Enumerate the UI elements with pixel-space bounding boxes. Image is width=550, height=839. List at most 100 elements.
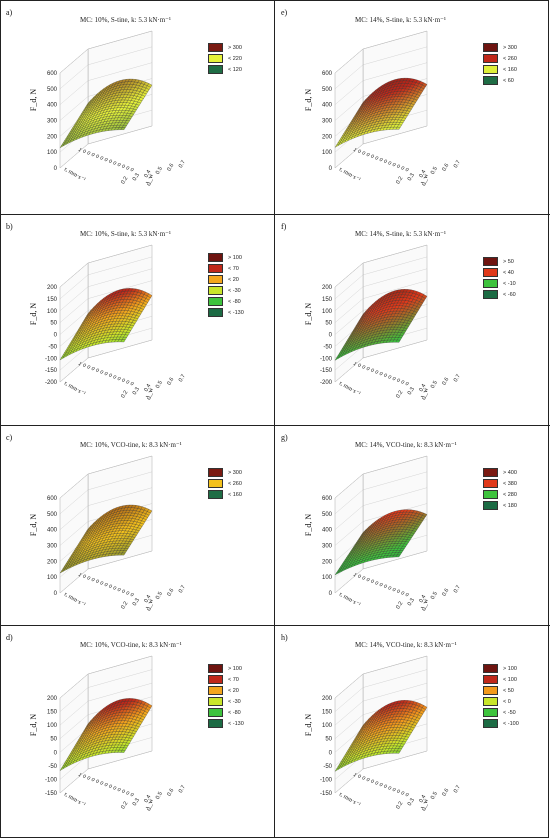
z-gridline [59,346,89,371]
y-axis-label: r, mm·s⁻¹ [63,381,86,398]
legend-label: < 20 [228,687,239,694]
z-gridline [362,244,428,264]
z-gridline [334,286,364,311]
legend-entry: < -100 [483,718,519,729]
z-gridline [59,64,89,89]
z-tick-label: 500 [322,512,333,518]
x-axis-label: d_w [144,386,155,401]
z-tick-label: 50 [325,737,332,743]
y-tick-label: 0 [395,378,401,385]
y-tick-label: 0 [399,165,405,172]
chart-title: MC: 14%, S-tine, k: 5.3 kN·m⁻¹ [355,16,446,24]
y-axis-label: r, mm·s⁻¹ [338,381,361,398]
y-tick-label: 0 [124,165,130,172]
z-gridline [87,471,153,490]
legend-swatch [483,479,498,488]
y-tick-label: 0 [365,366,371,373]
z-gridline [59,143,89,169]
z-gridline [87,682,153,702]
y-tick-label: 0 [378,157,384,164]
legend-entry: < 260 [208,478,242,489]
y-tick-label: 0 [365,777,371,784]
x-tick-label: 0.3 [132,797,141,807]
z-axis-label: F_d, N [304,303,313,325]
y-tick-label: 0 [360,775,366,782]
chart-panel-d: d) MC: 10%, VCO-tine, k: 8.3 kN·m⁻¹ -150 -1… [0,625,274,837]
z-tick-label: 100 [322,309,333,315]
legend-swatch [483,719,498,728]
y-tick-label: 0 [373,369,379,376]
z-axis-label: F_d, N [304,514,313,536]
y-tick-label: 0 [120,789,126,796]
legend-swatch [208,675,223,684]
y-tick-label: 0 [107,373,113,380]
x-tick-label: 0.6 [441,163,450,173]
y-tick-label: 1 [352,361,358,368]
z-gridline [59,673,89,699]
legend-swatch [208,719,223,728]
x-tick-label: 0.6 [441,377,450,387]
y-tick-label: 0 [404,167,410,174]
legend-label: < 100 [503,676,517,683]
panel-label: b) [6,222,13,231]
y-tick-label: 0 [404,381,410,388]
y-tick-label: 0 [81,574,87,581]
legend-swatch [208,479,223,488]
legend-label: < 40 [503,269,514,276]
legend-label: < 120 [228,66,242,73]
z-tick-label: 300 [322,544,333,550]
z-tick-label: -100 [320,777,333,783]
z-gridline [87,550,153,570]
z-gridline [59,768,89,794]
y-tick-label: 0 [98,369,104,376]
legend-entry: < 70 [208,674,244,685]
x-tick-label: 0.2 [395,601,404,611]
x-tick-label: 0.6 [166,788,175,798]
x-tick-label: 0.6 [441,788,450,798]
surface-mesh [59,504,153,574]
legend-label: < 160 [503,66,517,73]
y-tick-label: 0 [111,585,117,592]
legend-entry: < -130 [208,307,244,318]
legend-label: < -30 [228,287,241,294]
z-tick-label: 100 [47,723,58,729]
y-tick-label: 0 [378,582,384,589]
z-tick-label: 0 [329,333,333,339]
chart-panel-e: e) MC: 14%, S-tine, k: 5.3 kN·m⁻¹ 0 100 200 3… [275,0,549,214]
z-gridline [334,768,364,794]
panel-label: e) [281,8,288,17]
y-tick-label: 0 [129,381,135,388]
z-tick-label: 600 [47,71,58,77]
surface-mesh [59,288,153,361]
y-tick-label: 0 [386,374,392,381]
legend-label: < 260 [228,480,242,487]
legend-label: < 60 [503,77,514,84]
z-tick-label: -50 [323,344,332,350]
z-gridline [362,669,428,688]
x-tick-label: 0.6 [441,588,450,598]
legend-label: > 50 [503,258,514,265]
z-tick-label: -150 [45,791,58,797]
legend-label: < -60 [503,291,516,298]
z-gridline [362,487,428,506]
legend-label: < 160 [228,491,242,498]
z-gridline [87,30,153,50]
y-tick-label: 0 [129,592,135,599]
legend-label: < -50 [503,709,516,716]
y-tick-label: 0 [369,779,375,786]
z-tick-label: 600 [322,71,333,77]
x-tick-label: 0.5 [430,791,439,801]
legend-label: < 70 [228,676,239,683]
z-tick-label: 300 [47,544,58,550]
legend-entry: < -30 [208,285,244,296]
y-tick-label: 0 [404,592,410,599]
x-tick-label: 0.7 [453,159,462,169]
x-axis-label: d_w [419,597,430,612]
legend-swatch [208,54,223,63]
x-axis-label: d_w [144,597,155,612]
y-tick-label: 0 [85,575,91,582]
y-axis-label: r, mm·s⁻¹ [338,592,361,609]
